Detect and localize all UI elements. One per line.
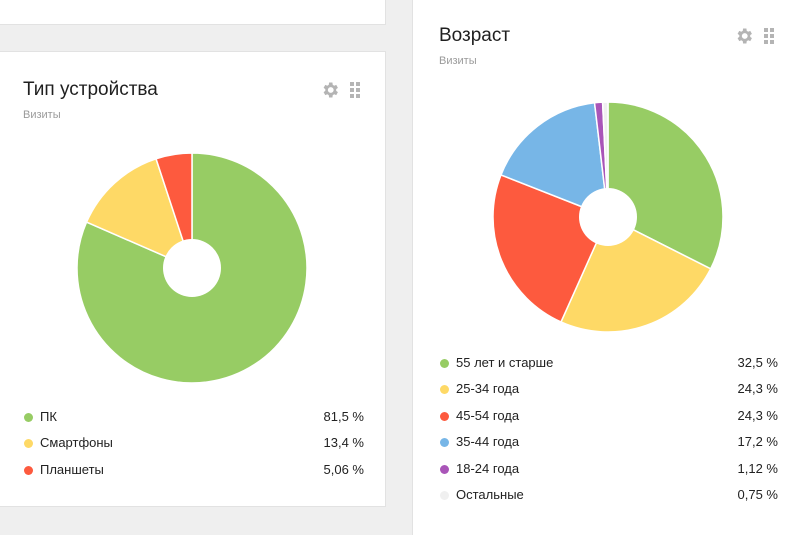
legend-value: 24,3 % [737, 407, 778, 423]
widget-card-partial [0, 0, 386, 25]
gear-icon[interactable] [734, 26, 754, 46]
legend-label: 35-44 года [456, 434, 520, 450]
legend-value: 13,4 % [323, 435, 364, 451]
legend-item[interactable]: 45-54 года 24,3 % [440, 407, 778, 433]
legend-value: 32,5 % [737, 355, 778, 370]
drag-handle-icon[interactable] [763, 27, 775, 45]
legend-item[interactable]: Остальные 0,75 % [440, 486, 778, 512]
widget-subtitle: Визиты [23, 109, 61, 121]
legend-item[interactable]: Планшеты 5,06 % [24, 461, 364, 487]
drag-handle-icon[interactable] [349, 81, 361, 99]
pie-slice[interactable] [559, 215, 712, 333]
legend-item[interactable]: 55 лет и старше 32,5 % [440, 354, 778, 380]
legend-color-dot [440, 438, 449, 448]
legend-item[interactable]: 35-44 года 17,2 % [440, 433, 778, 459]
age-legend: 55 лет и старше 32,5 % 25-34 года 24,3 % 45-… [440, 354, 778, 512]
legend-label: ПК [40, 409, 57, 424]
legend-item[interactable]: 25-34 года 24,3 % [440, 380, 778, 406]
legend-color-dot [24, 465, 33, 475]
legend-label: Смартфоны [40, 435, 113, 451]
pie-center-hole [579, 188, 637, 246]
widget-title: Тип устройства [23, 79, 158, 100]
legend-color-dot [440, 411, 449, 421]
legend-value: 24,3 % [737, 381, 778, 397]
legend-color-dot [24, 439, 33, 449]
legend-label: 18-24 года [456, 460, 520, 476]
legend-value: 17,2 % [737, 434, 778, 450]
pie-slice[interactable] [155, 152, 193, 269]
legend-value: 5,06 % [323, 461, 364, 477]
legend-color-dot [440, 385, 449, 395]
widget-title: Возраст [439, 25, 511, 46]
legend-label: Планшеты [40, 461, 104, 477]
legend-label: 45-54 года [456, 407, 520, 423]
age-pie-chart [492, 101, 724, 333]
legend-item[interactable]: 18-24 года 1,12 % [440, 460, 778, 486]
age-widget: Возраст Визиты 55 лет и старше 32,5 % 25-3… [412, 0, 807, 535]
pie-slice[interactable] [500, 101, 609, 219]
legend-value: 1,12 % [737, 460, 778, 476]
legend-color-dot [440, 464, 449, 474]
legend-color-dot [440, 359, 449, 368]
pie-slice[interactable] [607, 101, 724, 270]
legend-item[interactable]: Смартфоны 13,4 % [24, 434, 364, 460]
legend-value: 0,75 % [737, 486, 778, 502]
legend-item[interactable]: ПК 81,5 % [24, 408, 364, 434]
legend-value: 81,5 % [323, 409, 364, 424]
device-type-widget: Тип устройства Визиты ПК 81,5 % Смартфоны 1… [0, 51, 386, 507]
legend-color-dot [440, 490, 449, 500]
widget-subtitle: Визиты [439, 55, 477, 67]
gear-icon[interactable] [320, 80, 340, 100]
legend-label: 55 лет и старше [456, 355, 554, 370]
device-legend: ПК 81,5 % Смартфоны 13,4 % Планшеты 5,06 % [24, 408, 364, 487]
legend-label: 25-34 года [456, 381, 520, 397]
legend-label: Остальные [456, 486, 524, 502]
pie-slice[interactable] [492, 173, 610, 323]
pie-slice[interactable] [85, 157, 194, 270]
device-pie-chart [76, 152, 308, 384]
pie-center-hole [163, 239, 221, 297]
legend-color-dot [24, 413, 33, 422]
